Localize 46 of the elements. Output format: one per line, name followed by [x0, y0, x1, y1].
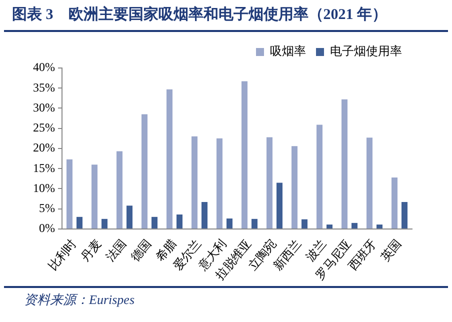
y-tick-label: 0% [38, 221, 55, 236]
y-tick-label: 5% [38, 201, 55, 216]
y-tick-label: 10% [32, 180, 55, 195]
bar [252, 218, 258, 228]
bar [76, 216, 82, 228]
bar [126, 206, 132, 228]
x-tick-label: 比利时 [45, 236, 80, 274]
legend-label: 吸烟率 [270, 44, 306, 58]
bar [316, 124, 322, 228]
bar [302, 219, 308, 228]
bar [366, 138, 372, 228]
y-tick-label: 15% [32, 160, 55, 175]
y-tick-label: 20% [32, 140, 55, 155]
bar [151, 216, 158, 228]
bar [242, 81, 248, 228]
bar [226, 218, 232, 228]
x-tick-label: 德国 [128, 236, 154, 264]
bar [352, 222, 358, 228]
chart-title: 图表 3 欧洲主要国家吸烟率和电子烟使用率（2021 年） [4, 0, 448, 32]
x-tick-label: 法国 [103, 236, 130, 264]
x-tick-label: 丹麦 [78, 236, 104, 264]
bar [192, 136, 198, 228]
bar [176, 214, 182, 228]
x-tick-label: 英国 [378, 236, 404, 264]
bar [216, 138, 222, 228]
bar [402, 202, 408, 228]
bar [116, 151, 122, 228]
bar [202, 202, 208, 228]
legend-label: 电子烟使用率 [330, 44, 402, 58]
text: 资料来源：Eurispes [4, 286, 448, 312]
bar [66, 159, 72, 228]
bar [91, 164, 98, 228]
y-tick-label: 40% [32, 60, 55, 74]
bar [266, 137, 272, 228]
bar [292, 146, 298, 228]
bar [101, 218, 108, 228]
y-tick-label: 35% [32, 80, 55, 94]
y-tick-label: 25% [32, 120, 55, 135]
y-tick-label: 30% [32, 100, 55, 114]
bar [141, 114, 148, 228]
bar [376, 224, 382, 228]
bar [276, 182, 282, 228]
bar [392, 177, 398, 228]
bar [342, 99, 348, 228]
bar [166, 89, 172, 228]
bar [326, 224, 332, 228]
